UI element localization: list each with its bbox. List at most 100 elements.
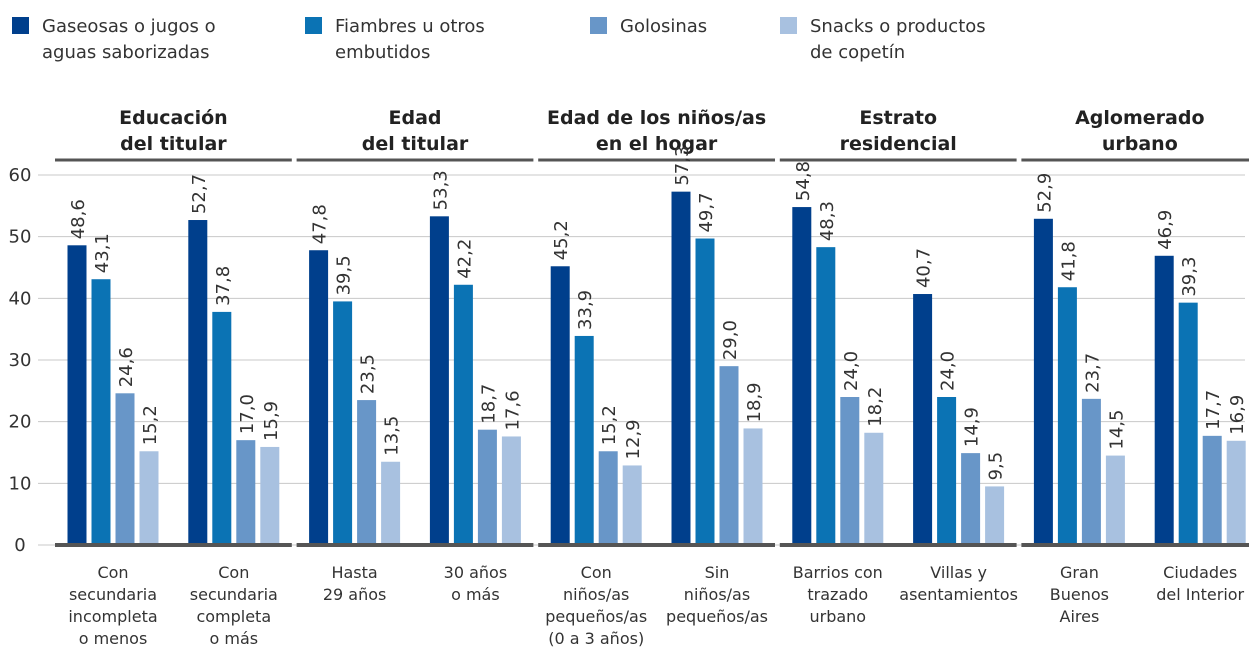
value-label: 12,9 [623, 419, 644, 459]
value-label: 14,5 [1106, 410, 1127, 450]
x-tick-label: Con niños/as pequeños/as (0 a 3 años) [545, 563, 647, 648]
group-title: Educación del titular [119, 107, 228, 155]
value-label: 42,2 [454, 239, 475, 279]
value-label: 18,7 [478, 384, 499, 424]
value-label: 39,5 [334, 255, 355, 295]
bar [357, 400, 377, 545]
bar [309, 250, 329, 545]
bar [1081, 398, 1101, 545]
value-label: 18,9 [744, 382, 765, 422]
bar [139, 451, 159, 545]
value-label: 54,8 [793, 161, 814, 201]
value-label: 16,9 [1227, 395, 1248, 435]
value-label: 14,9 [962, 407, 983, 447]
value-label: 53,3 [430, 170, 451, 210]
value-label: 23,7 [1082, 353, 1103, 393]
value-label: 57,3 [672, 146, 693, 186]
bar [1154, 255, 1174, 546]
value-label: 15,9 [261, 401, 282, 441]
value-label: 17,6 [502, 390, 523, 430]
bar [333, 301, 353, 545]
x-tick-label: 30 años o más [444, 563, 508, 604]
value-label: 15,2 [599, 405, 620, 445]
value-label: 33,9 [575, 290, 596, 330]
legend-label: Gaseosas o jugos o aguas saborizadas [42, 16, 216, 63]
bar [550, 266, 570, 545]
group-title: Aglomerado urbano [1075, 107, 1204, 155]
value-label: 37,8 [213, 266, 234, 306]
bar [67, 245, 87, 546]
y-tick-label: 20 [9, 412, 32, 433]
bar [188, 220, 208, 545]
bar [453, 284, 473, 545]
y-tick-label: 30 [9, 350, 32, 371]
x-tick-label: Con secundaria incompleta o menos [68, 563, 157, 648]
bar [429, 216, 449, 546]
value-label: 48,6 [68, 199, 89, 239]
bar [477, 429, 497, 545]
bar [695, 238, 715, 545]
legend-label: Snacks o productos de copetín [810, 16, 986, 63]
bar [840, 397, 860, 545]
value-label: 24,0 [841, 351, 862, 391]
x-tick-label: Gran Buenos Aires [1050, 563, 1109, 626]
bar [574, 335, 594, 545]
value-label: 52,9 [1034, 173, 1055, 213]
bar [937, 397, 957, 545]
value-label: 24,0 [938, 351, 959, 391]
x-tick-label: Sin niños/as pequeños/as [666, 563, 768, 626]
bar [792, 207, 812, 546]
value-label: 40,7 [914, 248, 935, 288]
bar [816, 247, 836, 545]
bar [501, 436, 521, 545]
y-tick-label: 10 [9, 473, 32, 494]
bar [1033, 218, 1053, 546]
value-label: 43,1 [92, 233, 113, 273]
value-label: 47,8 [310, 204, 331, 244]
group-title: Estrato residencial [840, 107, 957, 155]
bar [91, 279, 111, 545]
value-label: 52,7 [189, 174, 210, 214]
bar [961, 453, 981, 545]
value-label: 9,5 [986, 452, 1007, 481]
bar [913, 294, 933, 545]
legend-label: Fiambres u otros embutidos [335, 16, 485, 63]
legend-swatch [305, 17, 322, 34]
value-label: 13,5 [382, 416, 403, 456]
legend-swatch [780, 17, 797, 34]
bar [622, 465, 642, 545]
bar [381, 461, 401, 545]
group-title: Edad del titular [362, 107, 469, 155]
bar [260, 446, 280, 545]
value-label: 17,0 [237, 394, 258, 434]
value-label: 45,2 [551, 220, 572, 260]
bar [115, 393, 135, 545]
legend-swatch [590, 17, 607, 34]
value-label: 24,6 [116, 347, 137, 387]
bar [212, 311, 232, 545]
y-tick-label: 60 [9, 165, 32, 186]
y-tick-label: 50 [9, 227, 32, 248]
bar [671, 191, 691, 545]
group-title: Edad de los niños/as en el hogar [547, 107, 766, 155]
bar [236, 440, 256, 545]
value-label: 39,3 [1179, 257, 1200, 297]
value-label: 46,9 [1155, 210, 1176, 250]
legend-label: Golosinas [620, 16, 707, 37]
bar [743, 428, 763, 545]
value-label: 29,0 [720, 320, 741, 360]
bar [1105, 455, 1125, 545]
legend-swatch [12, 17, 29, 34]
x-tick-label: Barrios con trazado urbano [793, 563, 883, 626]
x-tick-label: Villas y asentamientos [899, 563, 1018, 604]
bar [864, 432, 884, 545]
y-tick-label: 0 [14, 535, 25, 556]
value-label: 18,2 [865, 387, 886, 427]
bar [1202, 435, 1222, 545]
bar [1226, 440, 1246, 545]
x-tick-label: Hasta 29 años [323, 563, 387, 604]
bar [719, 366, 739, 545]
value-label: 48,3 [817, 201, 838, 241]
value-label: 49,7 [696, 192, 717, 232]
